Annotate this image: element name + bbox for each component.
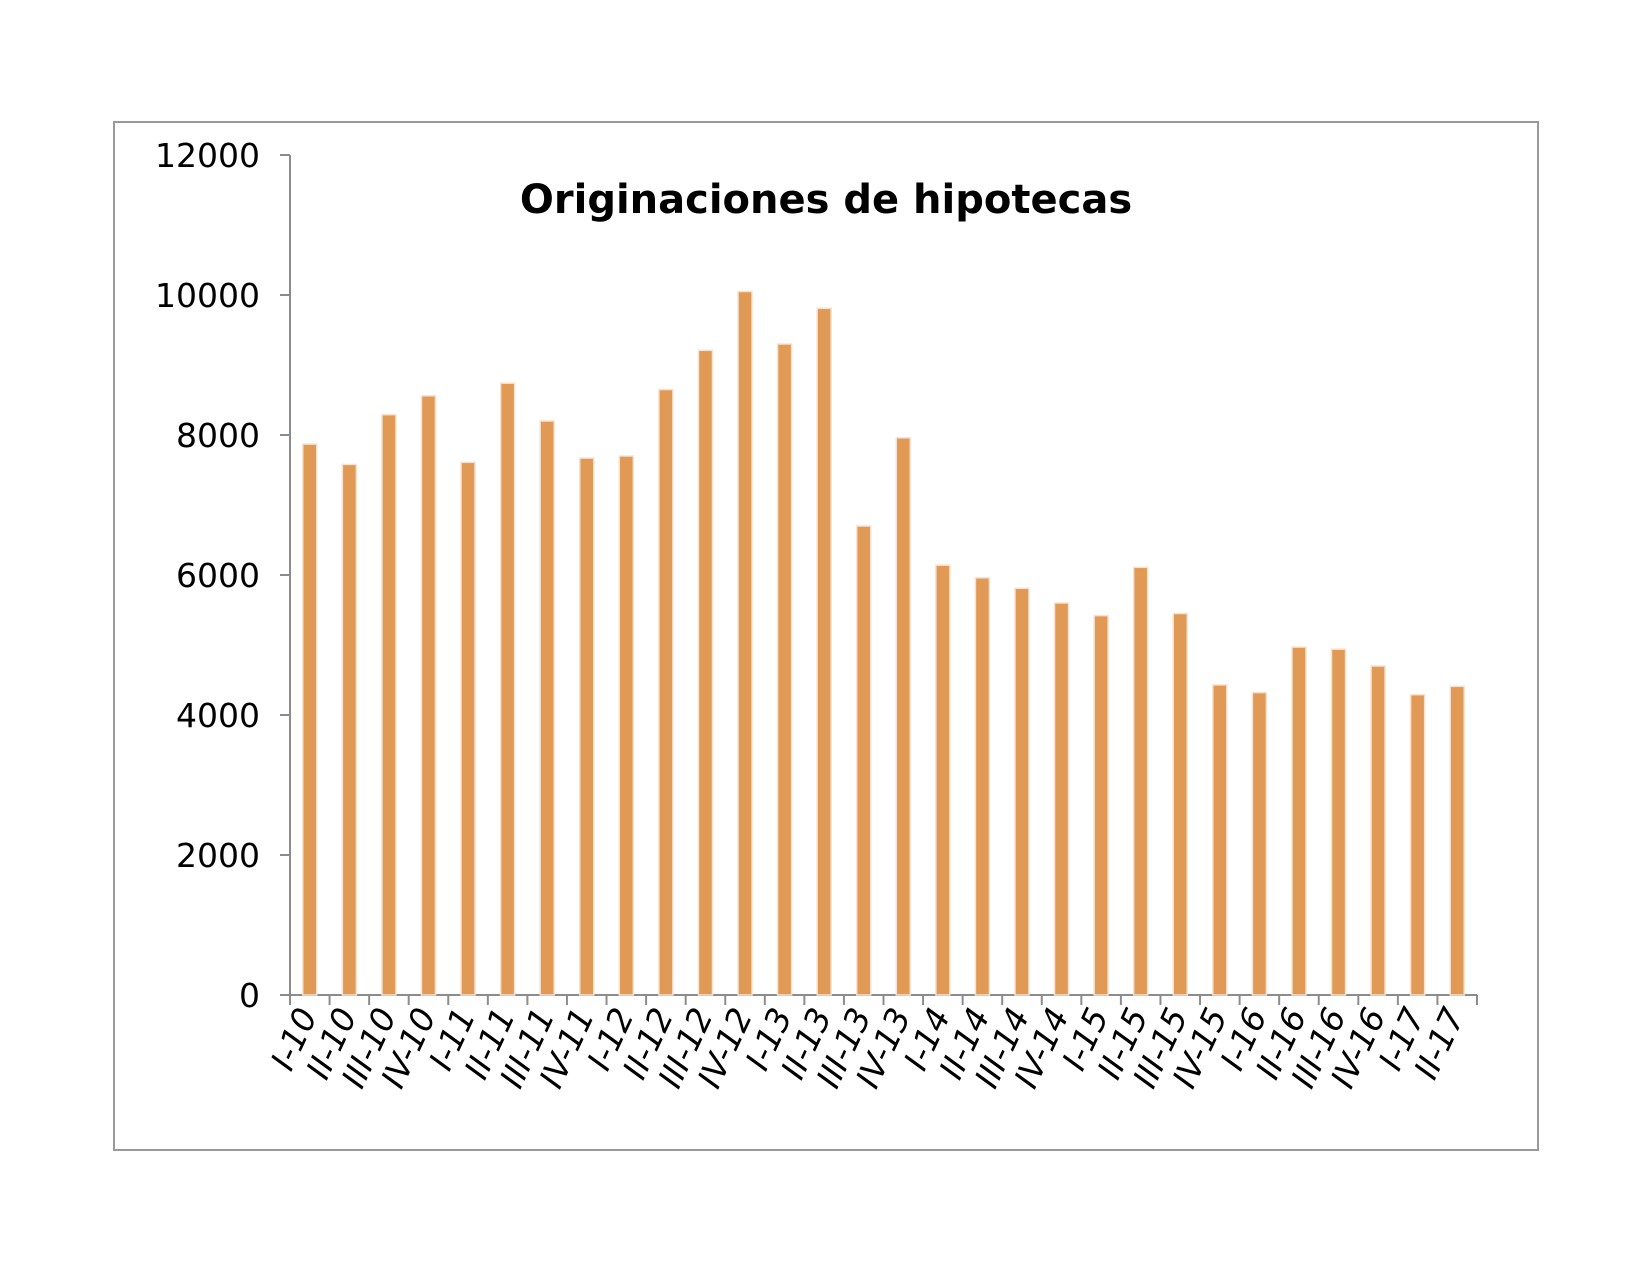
bar [1291, 646, 1307, 996]
bar [1132, 566, 1149, 996]
bar [776, 343, 793, 996]
bar [658, 388, 674, 996]
bar [1172, 612, 1188, 996]
bar [1370, 665, 1386, 996]
y-tick-label: 4000 [176, 696, 260, 735]
bar [737, 290, 753, 996]
bar [1330, 648, 1347, 996]
bar [460, 461, 476, 996]
bar [1014, 587, 1030, 996]
bar [579, 457, 595, 996]
y-tick-label: 2000 [176, 836, 260, 875]
bar-chart: Originaciones de hipotecas 0 2000 4000 6000… [155, 136, 1478, 1094]
y-tick-labels: 0 2000 4000 6000 8000 10000 12000 [155, 136, 260, 1015]
bar [1093, 614, 1109, 996]
chart-frame: Originaciones de hipotecas 0 2000 4000 6000… [113, 121, 1539, 1151]
y-tick-label: 0 [239, 976, 260, 1015]
x-tick-labels: I-10II-10III-10IV-10I-11II-11III-11IV-11… [263, 1002, 1473, 1094]
bar [420, 395, 437, 996]
bar [1251, 691, 1268, 996]
bar [1212, 684, 1228, 996]
bar [895, 437, 912, 996]
bar [302, 443, 318, 996]
bar [1449, 685, 1465, 996]
bar [935, 564, 951, 996]
y-tick-label: 6000 [176, 556, 260, 595]
y-tick-label: 12000 [155, 136, 260, 175]
bar [381, 413, 397, 996]
bar [1409, 693, 1426, 996]
bar [697, 349, 714, 996]
bar [1053, 602, 1070, 996]
bar [618, 455, 635, 996]
chart-axes [280, 154, 1478, 1005]
y-tick-label: 8000 [176, 416, 260, 455]
bar [816, 307, 832, 996]
bar [974, 577, 991, 996]
bar [341, 463, 358, 996]
bar [539, 420, 555, 996]
bar [855, 525, 872, 996]
bar [499, 382, 516, 996]
chart-bars [302, 290, 1465, 996]
y-tick-label: 10000 [155, 276, 260, 315]
chart-title: Originaciones de hipotecas [520, 177, 1132, 223]
